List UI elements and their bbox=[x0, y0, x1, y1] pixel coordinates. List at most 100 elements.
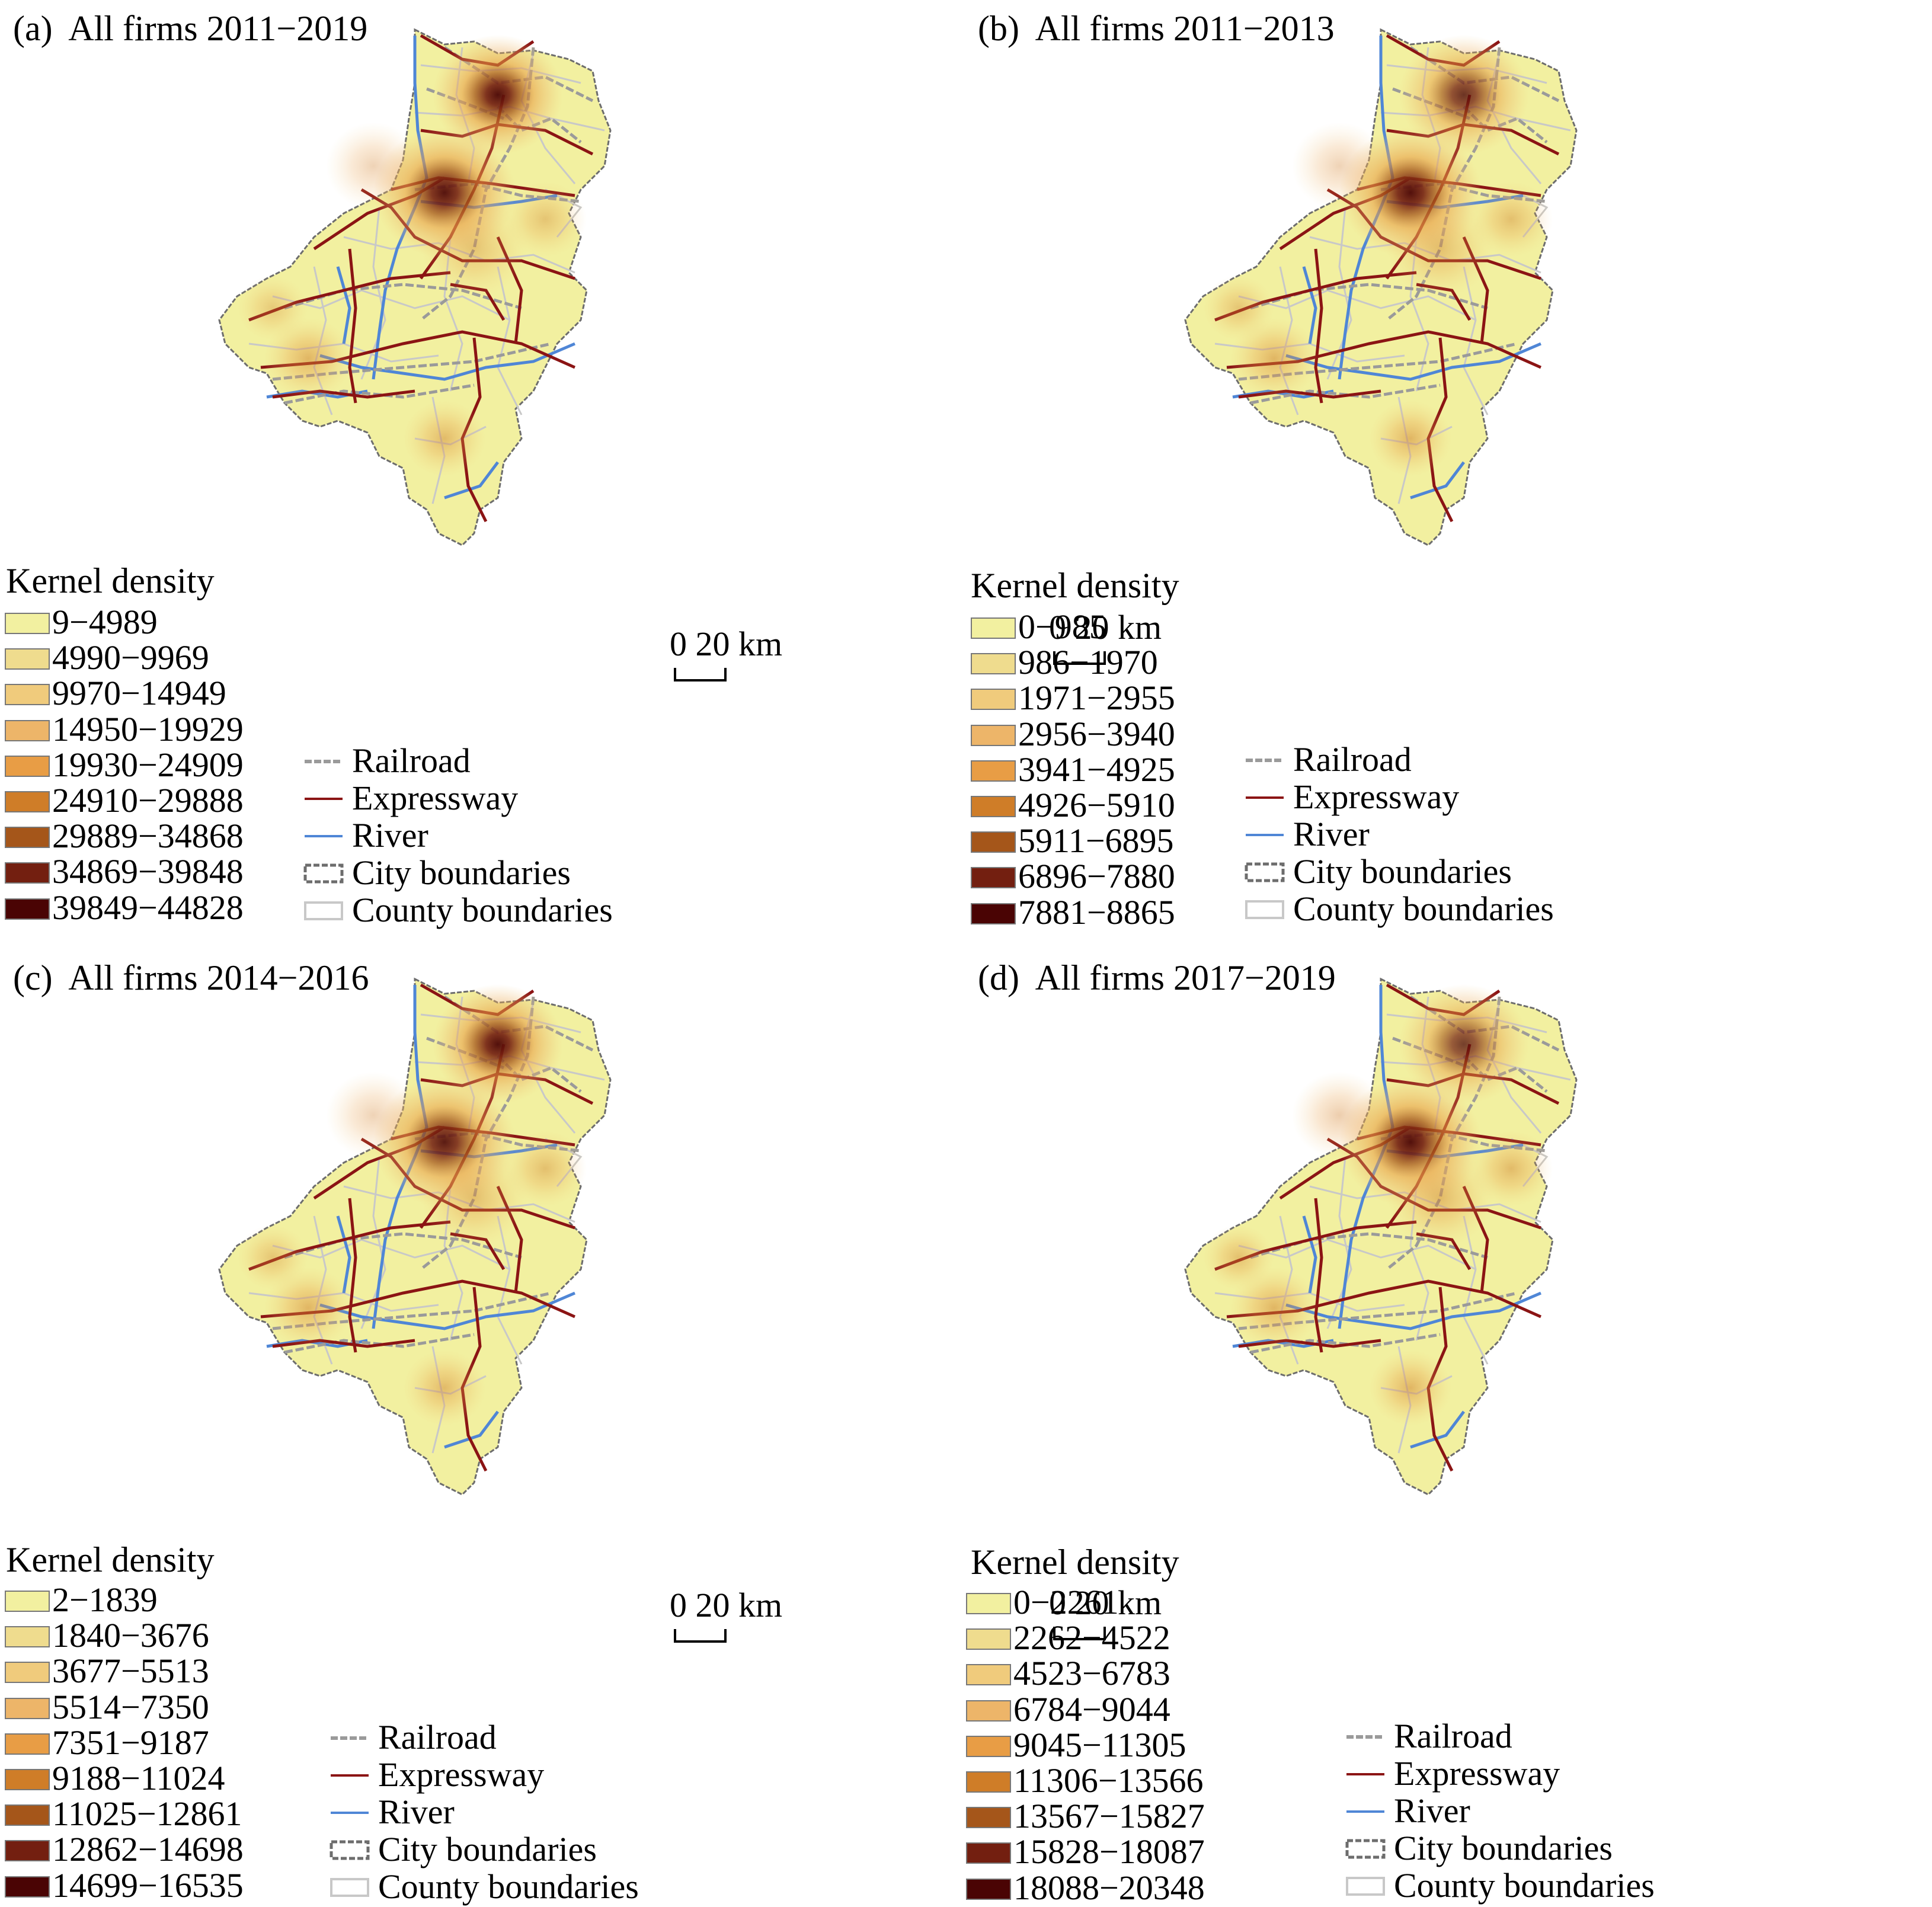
legend-label: 4926−5910 bbox=[1018, 786, 1175, 824]
legend-label: 2−1839 bbox=[52, 1580, 158, 1619]
density-hotspot bbox=[237, 1224, 308, 1291]
density-hotspot bbox=[326, 122, 421, 210]
scale-value: 20 bbox=[687, 1586, 738, 1624]
legend-label: 11306−13566 bbox=[1013, 1761, 1204, 1800]
symbol-label: Railroad bbox=[1394, 1717, 1512, 1755]
density-hotspots bbox=[1203, 34, 1553, 477]
density-hotspots bbox=[237, 984, 587, 1426]
legend-swatch bbox=[971, 724, 1016, 746]
density-hotspot bbox=[1387, 200, 1493, 298]
legend-swatch bbox=[5, 1840, 50, 1862]
legend-swatch bbox=[5, 791, 50, 812]
panel-title: (a) All firms 2011−2019 bbox=[13, 9, 368, 48]
railroad-symbol-icon bbox=[1346, 1735, 1384, 1739]
scale-bar: 0 20 km bbox=[1049, 1583, 1162, 1640]
density-hotspot bbox=[1399, 34, 1529, 155]
density-map bbox=[166, 12, 818, 664]
legend-label: 2956−3940 bbox=[1018, 714, 1175, 753]
density-map bbox=[1132, 12, 1784, 664]
density-hotspot bbox=[421, 200, 527, 298]
density-hotspot bbox=[326, 1071, 421, 1159]
legend-label: 9045−11305 bbox=[1013, 1725, 1186, 1764]
legend-swatch bbox=[5, 1591, 50, 1612]
legend-swatch bbox=[971, 689, 1016, 711]
legend-swatch bbox=[971, 903, 1016, 924]
symbol-label: Expressway bbox=[1293, 777, 1460, 816]
legend-label: 9188−11024 bbox=[52, 1759, 225, 1797]
density-hotspot bbox=[1387, 1149, 1493, 1247]
legend-swatch bbox=[966, 1664, 1011, 1686]
legend-label: 6896−7880 bbox=[1018, 857, 1175, 896]
legend-swatch bbox=[966, 1628, 1011, 1650]
river-symbol-icon bbox=[1246, 834, 1284, 836]
legend-label: 1840−3676 bbox=[52, 1616, 209, 1655]
density-hotspots bbox=[1203, 984, 1553, 1426]
density-map bbox=[1132, 961, 1784, 1613]
legend-swatch bbox=[971, 867, 1016, 889]
panel-a: (a) All firms 2011−2019 Kernel density 9… bbox=[0, 0, 966, 949]
railroad-symbol-icon bbox=[305, 760, 343, 763]
legend-title: Kernel density bbox=[6, 561, 215, 600]
city-boundaries-symbol-icon bbox=[330, 1840, 370, 1860]
legend-swatch bbox=[971, 653, 1016, 675]
scale-bar: 0 20 km bbox=[1049, 610, 1162, 665]
panel-title: (b) All firms 2011−2013 bbox=[978, 9, 1335, 48]
legend-swatch bbox=[971, 796, 1016, 817]
density-hotspot bbox=[1399, 984, 1529, 1105]
symbol-label: City boundaries bbox=[1293, 852, 1512, 891]
legend-label: 19930−24909 bbox=[52, 745, 244, 784]
legend-swatch bbox=[5, 684, 50, 706]
symbol-label: Expressway bbox=[1394, 1754, 1560, 1793]
symbol-label: County boundaries bbox=[378, 1867, 639, 1906]
panel-c: (c) All firms 2014−2016 Kernel density 2… bbox=[0, 949, 966, 1906]
railroad-symbol-icon bbox=[331, 1736, 369, 1740]
density-hotspot bbox=[1203, 1224, 1274, 1291]
density-hotspot bbox=[1203, 275, 1274, 341]
scale-zero: 0 bbox=[1049, 1583, 1066, 1622]
scale-unit: km bbox=[738, 625, 783, 663]
county-boundaries-symbol-icon bbox=[1245, 900, 1284, 919]
density-hotspot bbox=[1292, 1071, 1387, 1159]
legend-label: 29889−34868 bbox=[52, 817, 244, 856]
scale-bar-graphic bbox=[1053, 651, 1106, 665]
symbol-label: County boundaries bbox=[1293, 889, 1554, 928]
panel-d: (d) All firms 2017−2019 Kernel density 0… bbox=[966, 949, 1932, 1905]
symbol-label: River bbox=[1293, 815, 1370, 853]
density-hotspot bbox=[1369, 1349, 1452, 1426]
legend-swatch bbox=[966, 1700, 1011, 1722]
density-hotspot bbox=[403, 1349, 486, 1426]
river-symbol-icon bbox=[305, 835, 343, 837]
density-hotspots bbox=[237, 34, 587, 477]
legend-label: 2262−4522 bbox=[1013, 1618, 1170, 1658]
scale-unit: km bbox=[738, 1586, 783, 1624]
symbol-label: Railroad bbox=[352, 741, 471, 780]
legend-swatch bbox=[5, 1769, 50, 1790]
scale-zero: 0 bbox=[670, 625, 687, 663]
scale-unit: km bbox=[1118, 1583, 1162, 1622]
panel-title: (d) All firms 2017−2019 bbox=[978, 958, 1336, 997]
density-hotspot bbox=[237, 275, 308, 341]
legend-swatch bbox=[5, 898, 50, 920]
legend-swatch bbox=[5, 1697, 50, 1719]
legend-label: 0−2261 bbox=[1013, 1583, 1119, 1621]
scale-bar-graphic bbox=[1053, 1627, 1106, 1640]
symbol-label: City boundaries bbox=[352, 853, 571, 892]
density-hotspot bbox=[403, 400, 486, 477]
legend-swatch bbox=[5, 1733, 50, 1755]
legend-label: 13567−15827 bbox=[1013, 1797, 1205, 1836]
expressway-symbol-icon bbox=[1246, 796, 1284, 799]
legend-label: 18088−20348 bbox=[1013, 1868, 1205, 1907]
legend-swatch bbox=[5, 755, 50, 777]
city-boundaries-symbol-icon bbox=[1245, 862, 1285, 882]
legend-label: 4523−6783 bbox=[1013, 1654, 1170, 1693]
legend-swatch bbox=[5, 1876, 50, 1898]
expressway-symbol-icon bbox=[331, 1774, 369, 1777]
legend-label: 7881−8865 bbox=[1018, 892, 1175, 932]
legend-label: 14950−19929 bbox=[52, 709, 244, 748]
expressway-symbol-icon bbox=[1346, 1773, 1384, 1775]
symbol-label: Expressway bbox=[352, 779, 519, 817]
scale-zero: 0 bbox=[670, 1586, 687, 1624]
legend-swatch bbox=[5, 613, 50, 634]
legend-label: 5514−7350 bbox=[52, 1687, 209, 1726]
symbol-label: River bbox=[378, 1793, 455, 1831]
